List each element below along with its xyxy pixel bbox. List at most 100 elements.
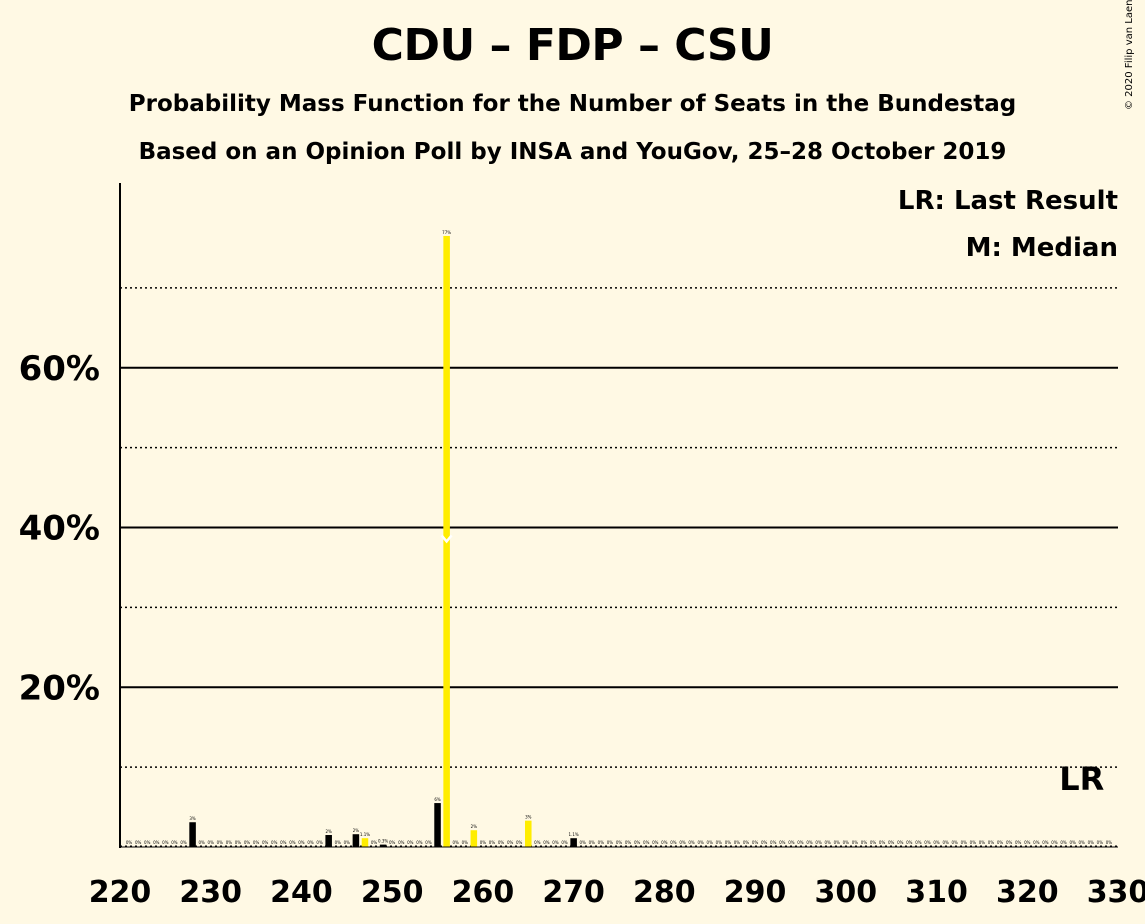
bar-label-zero: 0% bbox=[743, 840, 750, 845]
bar-label-249: 0.3% bbox=[378, 839, 388, 844]
bar-label-zero: 0% bbox=[979, 840, 986, 845]
bar-label-zero: 0% bbox=[688, 840, 695, 845]
bar-label-zero: 0% bbox=[543, 840, 550, 845]
legend-last-result: LR: Last Result bbox=[897, 186, 1118, 216]
bar-label-zero: 0% bbox=[652, 840, 659, 845]
bars bbox=[189, 235, 577, 848]
bar-label-zero: 0% bbox=[534, 840, 541, 845]
bar-label-zero: 0% bbox=[198, 840, 205, 845]
bar-label-zero: 0% bbox=[171, 840, 178, 845]
bar-label-zero: 0% bbox=[580, 840, 587, 845]
bar-label-zero: 0% bbox=[344, 840, 351, 845]
bar-label-zero: 0% bbox=[915, 840, 922, 845]
x-tick-label: 280 bbox=[633, 875, 696, 910]
bar-label-zero: 0% bbox=[407, 840, 414, 845]
x-tick-label: 220 bbox=[89, 875, 152, 910]
x-tick-label: 320 bbox=[996, 875, 1059, 910]
bar-label-zero: 0% bbox=[416, 840, 423, 845]
bar-label-zero: 0% bbox=[843, 840, 850, 845]
last-result-label: LR bbox=[1059, 760, 1104, 798]
bar-label-zero: 0% bbox=[725, 840, 732, 845]
bar-label-zero: 0% bbox=[988, 840, 995, 845]
bar-265 bbox=[525, 820, 532, 847]
bar-label-zero: 0% bbox=[716, 840, 723, 845]
bar-label-zero: 0% bbox=[507, 840, 514, 845]
bar-label-zero: 0% bbox=[942, 840, 949, 845]
bar-label-zero: 0% bbox=[834, 840, 841, 845]
bar-label-zero: 0% bbox=[906, 840, 913, 845]
bar-247 bbox=[361, 838, 369, 847]
bar-label-zero: 0% bbox=[498, 840, 505, 845]
bar-label-zero: 0% bbox=[752, 840, 759, 845]
bar-label-zero: 0% bbox=[262, 840, 269, 845]
x-tick-label: 260 bbox=[452, 875, 515, 910]
bar-label-zero: 0% bbox=[126, 840, 133, 845]
bar-label-zero: 0% bbox=[589, 840, 596, 845]
bar-label-zero: 0% bbox=[1106, 840, 1113, 845]
bar-label-zero: 0% bbox=[298, 840, 305, 845]
bar-label-zero: 0% bbox=[707, 840, 714, 845]
y-tick-label: 60% bbox=[19, 349, 100, 389]
bar-label-zero: 0% bbox=[761, 840, 768, 845]
bar-label-zero: 0% bbox=[806, 840, 813, 845]
bar-label-246: 2% bbox=[353, 828, 360, 833]
bar-label-zero: 0% bbox=[389, 840, 396, 845]
bar-label-zero: 0% bbox=[1042, 840, 1049, 845]
bar-label-zero: 0% bbox=[162, 840, 169, 845]
gridlines bbox=[120, 287, 1118, 847]
bar-label-228: 3% bbox=[189, 816, 196, 821]
bar-label-zero: 0% bbox=[879, 840, 886, 845]
bar-label-zero: 0% bbox=[1079, 840, 1086, 845]
bar-label-zero: 0% bbox=[289, 840, 296, 845]
legend-median: M: Median bbox=[965, 233, 1118, 263]
bar-label-zero: 0% bbox=[235, 840, 242, 845]
bar-label-zero: 0% bbox=[679, 840, 686, 845]
bar-246 bbox=[352, 834, 360, 847]
bar-label-zero: 0% bbox=[779, 840, 786, 845]
bar-label-zero: 0% bbox=[1088, 840, 1095, 845]
bar-label-zero: 0% bbox=[788, 840, 795, 845]
bar-label-zero: 0% bbox=[480, 840, 487, 845]
bar-label-zero: 0% bbox=[489, 840, 496, 845]
bar-label-zero: 0% bbox=[897, 840, 904, 845]
x-tick-label: 290 bbox=[724, 875, 787, 910]
bar-243 bbox=[325, 835, 332, 847]
bar-label-256: 77% bbox=[442, 230, 451, 235]
bar-label-zero: 0% bbox=[824, 840, 831, 845]
bar-228 bbox=[189, 822, 196, 847]
x-tick-label: 270 bbox=[542, 875, 605, 910]
bar-label-zero: 0% bbox=[634, 840, 641, 845]
bar-label-zero: 0% bbox=[280, 840, 287, 845]
bar-label-zero: 0% bbox=[770, 840, 777, 845]
bar-label-270: 1.1% bbox=[569, 832, 579, 837]
bar-label-255: 6% bbox=[434, 797, 441, 802]
bar-label-zero: 0% bbox=[144, 840, 151, 845]
bar-label-zero: 0% bbox=[697, 840, 704, 845]
bar-label-zero: 0% bbox=[852, 840, 859, 845]
y-tick-label: 40% bbox=[19, 509, 100, 549]
bar-label-zero: 0% bbox=[997, 840, 1004, 845]
bar-label-243: 2% bbox=[325, 829, 332, 834]
bar-label-zero: 0% bbox=[316, 840, 323, 845]
bar-label-zero: 0% bbox=[217, 840, 224, 845]
bar-label-zero: 0% bbox=[1097, 840, 1104, 845]
bar-label-zero: 0% bbox=[244, 840, 251, 845]
bar-label-259: 2% bbox=[471, 824, 478, 829]
bar-label-zero: 0% bbox=[734, 840, 741, 845]
bar-label-zero: 0% bbox=[253, 840, 260, 845]
median-marker bbox=[440, 534, 453, 544]
chart-subtitle-1: Probability Mass Function for the Number… bbox=[128, 91, 1017, 117]
bar-label-247: 1.1% bbox=[360, 832, 370, 837]
bar-label-zero: 0% bbox=[516, 840, 523, 845]
x-tick-label: 310 bbox=[905, 875, 968, 910]
bar-label-zero: 0% bbox=[970, 840, 977, 845]
bar-label-265: 3% bbox=[525, 815, 532, 820]
bar-label-zero: 0% bbox=[607, 840, 614, 845]
x-tick-label: 250 bbox=[361, 875, 424, 910]
bar-label-zero: 0% bbox=[462, 840, 469, 845]
bar-label-zero: 0% bbox=[1024, 840, 1031, 845]
bar-label-zero: 0% bbox=[226, 840, 233, 845]
bar-label-zero: 0% bbox=[870, 840, 877, 845]
bar-270 bbox=[570, 838, 577, 847]
